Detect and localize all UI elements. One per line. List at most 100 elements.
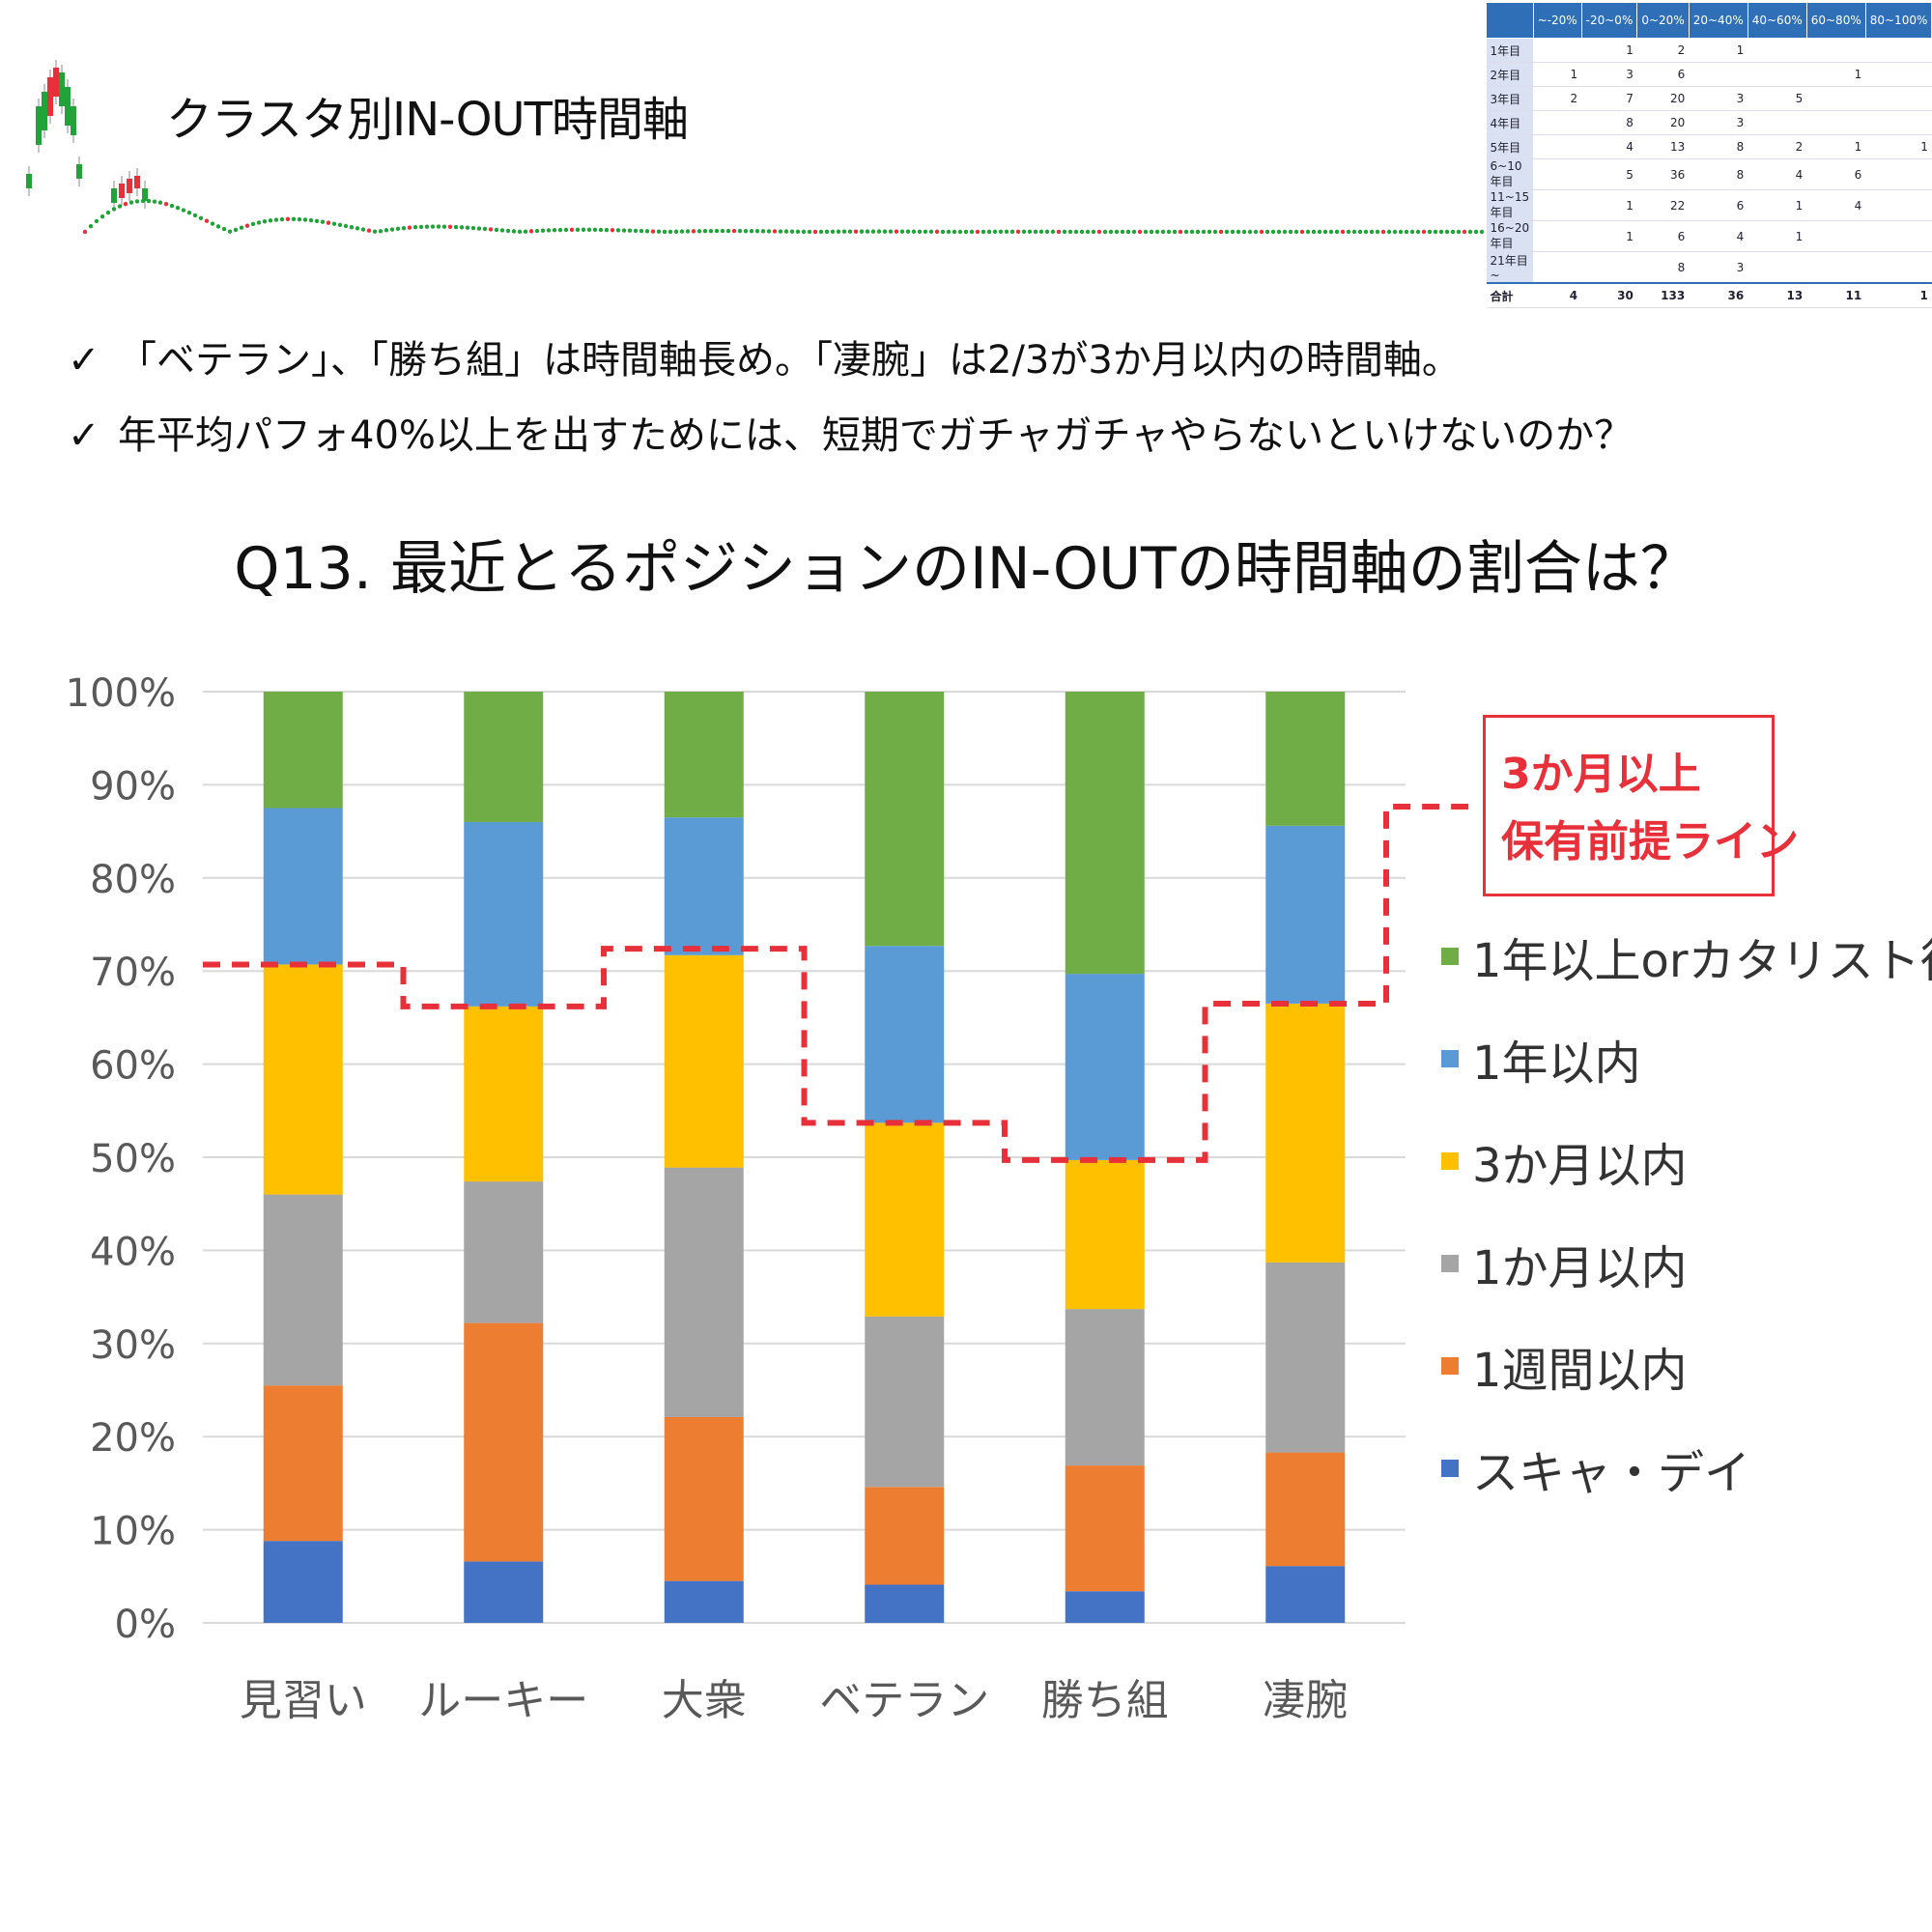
sparkline-dot: [1091, 229, 1096, 235]
sparkline-dot: [140, 198, 146, 204]
sparkline-dot: [447, 224, 453, 230]
sparkline-dot: [604, 227, 610, 233]
sparkline-dot: [1467, 229, 1473, 235]
sparkline-dot: [998, 229, 1004, 235]
sparkline-dot: [923, 229, 928, 235]
table-cell: 4: [1806, 189, 1866, 221]
sparkline-dot: [465, 225, 470, 230]
table-cell: 4: [1747, 158, 1807, 190]
sparkline-dot: [1195, 229, 1201, 235]
table-header-cell: 20~40%: [1688, 2, 1748, 39]
sparkline-dot: [766, 229, 772, 234]
sparkline-dot: [204, 218, 210, 223]
table-row-label: 11~15年目: [1486, 189, 1534, 221]
candle-body: [134, 176, 140, 188]
sparkline-dot: [517, 229, 523, 235]
y-tick-label: 100%: [66, 671, 176, 716]
sparkline-dot: [685, 229, 691, 234]
candle-body: [65, 87, 71, 126]
sparkline-dot: [476, 226, 482, 231]
table-cell: 6: [1636, 62, 1690, 87]
table-cell: 4: [1581, 134, 1637, 159]
table-cell: 1: [1747, 220, 1807, 252]
table-cell: 6: [1806, 158, 1866, 190]
sparkline-dot: [105, 210, 111, 215]
sparkline-dot: [749, 228, 754, 234]
sparkline-dot: [273, 217, 279, 222]
table-header-cell: ~-20%: [1532, 2, 1582, 39]
table-cell: 2: [1533, 86, 1582, 111]
slide-title: クラスタ別IN-OUT時間軸: [166, 93, 689, 147]
sparkline-dot: [1131, 229, 1137, 235]
sparkline-dot: [1125, 229, 1131, 235]
sparkline-dot: [157, 200, 163, 205]
sparkline-dot: [117, 204, 123, 209]
sparkline-dot: [952, 229, 957, 235]
table-row: 4年目820332: [1486, 110, 1932, 135]
legend-item: 3か月以内: [1441, 1132, 1688, 1193]
sparkline-dot: [210, 221, 215, 226]
sparkline-dot: [418, 224, 424, 230]
bar-segment: [263, 964, 343, 1195]
sparkline-dot: [326, 220, 331, 225]
sparkline-dot: [1166, 229, 1172, 235]
sparkline-dot: [911, 229, 917, 234]
sparkline-dot: [807, 229, 812, 235]
sparkline-dot: [598, 227, 604, 233]
table-cell: 2: [1747, 134, 1807, 159]
table-cell: [1533, 220, 1582, 252]
table-row-label: 4年目: [1486, 110, 1534, 135]
sparkline-dot: [957, 229, 963, 235]
table-cell: 30: [1581, 282, 1637, 308]
table-header-cell: 80~100%: [1864, 2, 1932, 39]
sparkline-dot: [789, 229, 795, 234]
bar-segment: [865, 1487, 945, 1585]
sparkline-dot: [633, 228, 639, 234]
sparkline-dot: [488, 227, 494, 232]
bar-segment: [263, 1194, 343, 1386]
sparkline-dot: [499, 228, 505, 233]
sparkline-dot: [482, 226, 488, 232]
bar-segment: [464, 692, 544, 822]
sparkline-dot: [198, 215, 204, 221]
bar-segment: [464, 1322, 544, 1562]
table-cell: 3: [1689, 251, 1748, 284]
sparkline-dot: [975, 229, 980, 235]
table-cell: [1747, 62, 1807, 87]
table-cell: 8: [1636, 251, 1690, 284]
sparkline-dot: [754, 229, 760, 234]
sparkline-dot: [1346, 229, 1351, 235]
sparkline-dot: [876, 229, 882, 234]
bar-segment: [1265, 1262, 1346, 1453]
sparkline-dot: [934, 229, 940, 235]
sparkline-dot: [1276, 229, 1282, 235]
sparkline-dot: [1288, 229, 1293, 235]
sparkline-dot: [1340, 229, 1346, 235]
sparkline-dot: [181, 208, 186, 213]
bar-segment: [664, 1580, 744, 1623]
table-cell: 1: [1865, 282, 1932, 308]
sparkline-dot: [1009, 229, 1015, 235]
sparkline-dot: [1369, 229, 1375, 235]
table-row: 1年目12115: [1486, 38, 1932, 63]
sparkline-dot: [123, 202, 128, 207]
table-cell: 5: [1747, 86, 1807, 111]
sparkline-dot: [1154, 229, 1160, 235]
table-cell: 20: [1636, 110, 1690, 135]
sparkline-dot: [563, 227, 569, 233]
legend-label: 1年以上orカタリスト待ち: [1472, 934, 1932, 988]
sparkline-dot: [969, 229, 975, 235]
sparkline-dot: [720, 228, 725, 234]
legend-swatch: [1441, 1050, 1459, 1067]
sparkline-dot: [233, 227, 239, 233]
sparkline-dot: [441, 224, 447, 229]
table-cell: 13: [1636, 134, 1690, 159]
sparkline-dot: [1073, 229, 1079, 235]
table-cell: [1865, 86, 1932, 111]
sparkline-dot: [436, 224, 441, 229]
sparkline-dot: [575, 227, 581, 232]
sparkline-dot: [331, 221, 337, 226]
table-cell: [1806, 110, 1866, 135]
sparkline-dot: [691, 229, 696, 234]
sparkline-dot: [1438, 229, 1444, 235]
